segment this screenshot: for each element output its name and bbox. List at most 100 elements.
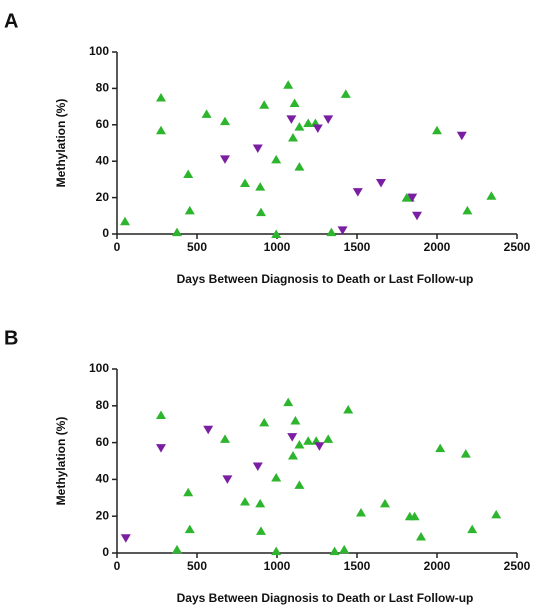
point	[183, 169, 194, 178]
point	[156, 93, 166, 102]
point	[323, 115, 334, 124]
point	[283, 397, 294, 407]
point	[462, 205, 473, 215]
point	[435, 443, 446, 453]
point	[287, 433, 298, 442]
y-tick-label: 100	[89, 44, 109, 58]
point	[203, 425, 214, 435]
point	[222, 475, 233, 484]
point	[120, 216, 130, 226]
point	[314, 442, 325, 451]
point	[412, 211, 422, 221]
point	[337, 226, 348, 235]
point	[172, 227, 182, 237]
point	[271, 546, 282, 556]
x-tick-label: 1000	[264, 559, 291, 573]
y-tick-label: 80	[96, 81, 110, 95]
point	[340, 89, 351, 98]
point	[460, 449, 471, 458]
point	[255, 498, 266, 508]
point	[255, 182, 266, 191]
x-axis-label: Days Between Diagnosis to Death or Last …	[177, 272, 474, 286]
point	[329, 546, 340, 556]
panel-label: B	[4, 327, 18, 349]
point	[184, 205, 195, 215]
x-tick-label: 1000	[264, 240, 291, 254]
point	[339, 544, 350, 554]
point	[256, 526, 266, 535]
point	[288, 133, 298, 142]
point	[432, 125, 442, 135]
point	[252, 144, 263, 153]
point	[294, 480, 305, 489]
x-tick-label: 2000	[424, 240, 451, 254]
point	[156, 125, 166, 135]
point	[156, 444, 166, 453]
point	[416, 531, 426, 541]
point	[380, 498, 390, 508]
y-tick-label: 20	[96, 508, 110, 522]
x-tick-label: 0	[114, 559, 121, 573]
point	[220, 434, 230, 443]
point	[294, 122, 305, 131]
point	[303, 436, 314, 445]
point	[252, 462, 263, 472]
point	[289, 98, 300, 107]
point	[259, 417, 270, 427]
y-tick-label: 20	[96, 190, 110, 204]
point	[220, 116, 230, 126]
y-tick-label: 40	[96, 472, 110, 486]
point	[271, 473, 282, 482]
point	[172, 544, 182, 554]
point	[183, 487, 194, 497]
y-tick-label: 60	[96, 117, 110, 131]
point	[456, 131, 467, 141]
x-axis-label: Days Between Diagnosis to Death or Last …	[177, 591, 474, 605]
x-tick-label: 2500	[504, 559, 531, 573]
y-axis-label: Methylation (%)	[54, 417, 68, 506]
point	[376, 179, 386, 188]
point	[184, 524, 195, 534]
point	[240, 496, 250, 506]
point	[491, 509, 502, 519]
point	[201, 109, 212, 118]
point	[259, 100, 270, 109]
point	[294, 162, 305, 171]
point	[156, 410, 166, 419]
y-tick-label: 60	[96, 435, 110, 449]
x-tick-label: 0	[114, 240, 121, 254]
point	[290, 416, 301, 425]
panel-label: A	[4, 10, 18, 32]
point	[271, 154, 282, 164]
point	[256, 207, 266, 217]
point	[312, 124, 323, 133]
x-tick-label: 1500	[344, 240, 371, 254]
x-tick-label: 2500	[504, 240, 531, 254]
point	[407, 193, 418, 203]
point	[120, 534, 131, 543]
point	[356, 508, 366, 517]
point	[343, 404, 354, 414]
x-tick-label: 500	[187, 559, 207, 573]
x-tick-label: 1500	[344, 559, 371, 573]
point	[240, 178, 250, 188]
point	[283, 80, 294, 89]
point	[326, 227, 337, 237]
point	[352, 188, 363, 197]
point	[294, 439, 305, 449]
y-tick-label: 40	[96, 153, 110, 167]
point	[288, 450, 298, 460]
x-tick-label: 2000	[424, 559, 451, 573]
point	[409, 511, 420, 521]
y-tick-label: 100	[89, 361, 109, 375]
point	[271, 229, 282, 238]
point	[286, 115, 297, 124]
y-axis-label: Methylation (%)	[54, 99, 68, 188]
point	[323, 434, 334, 443]
y-tick-label: 0	[102, 226, 109, 240]
point	[303, 118, 314, 127]
point	[467, 524, 478, 534]
point	[220, 155, 230, 164]
x-tick-label: 500	[187, 240, 207, 254]
